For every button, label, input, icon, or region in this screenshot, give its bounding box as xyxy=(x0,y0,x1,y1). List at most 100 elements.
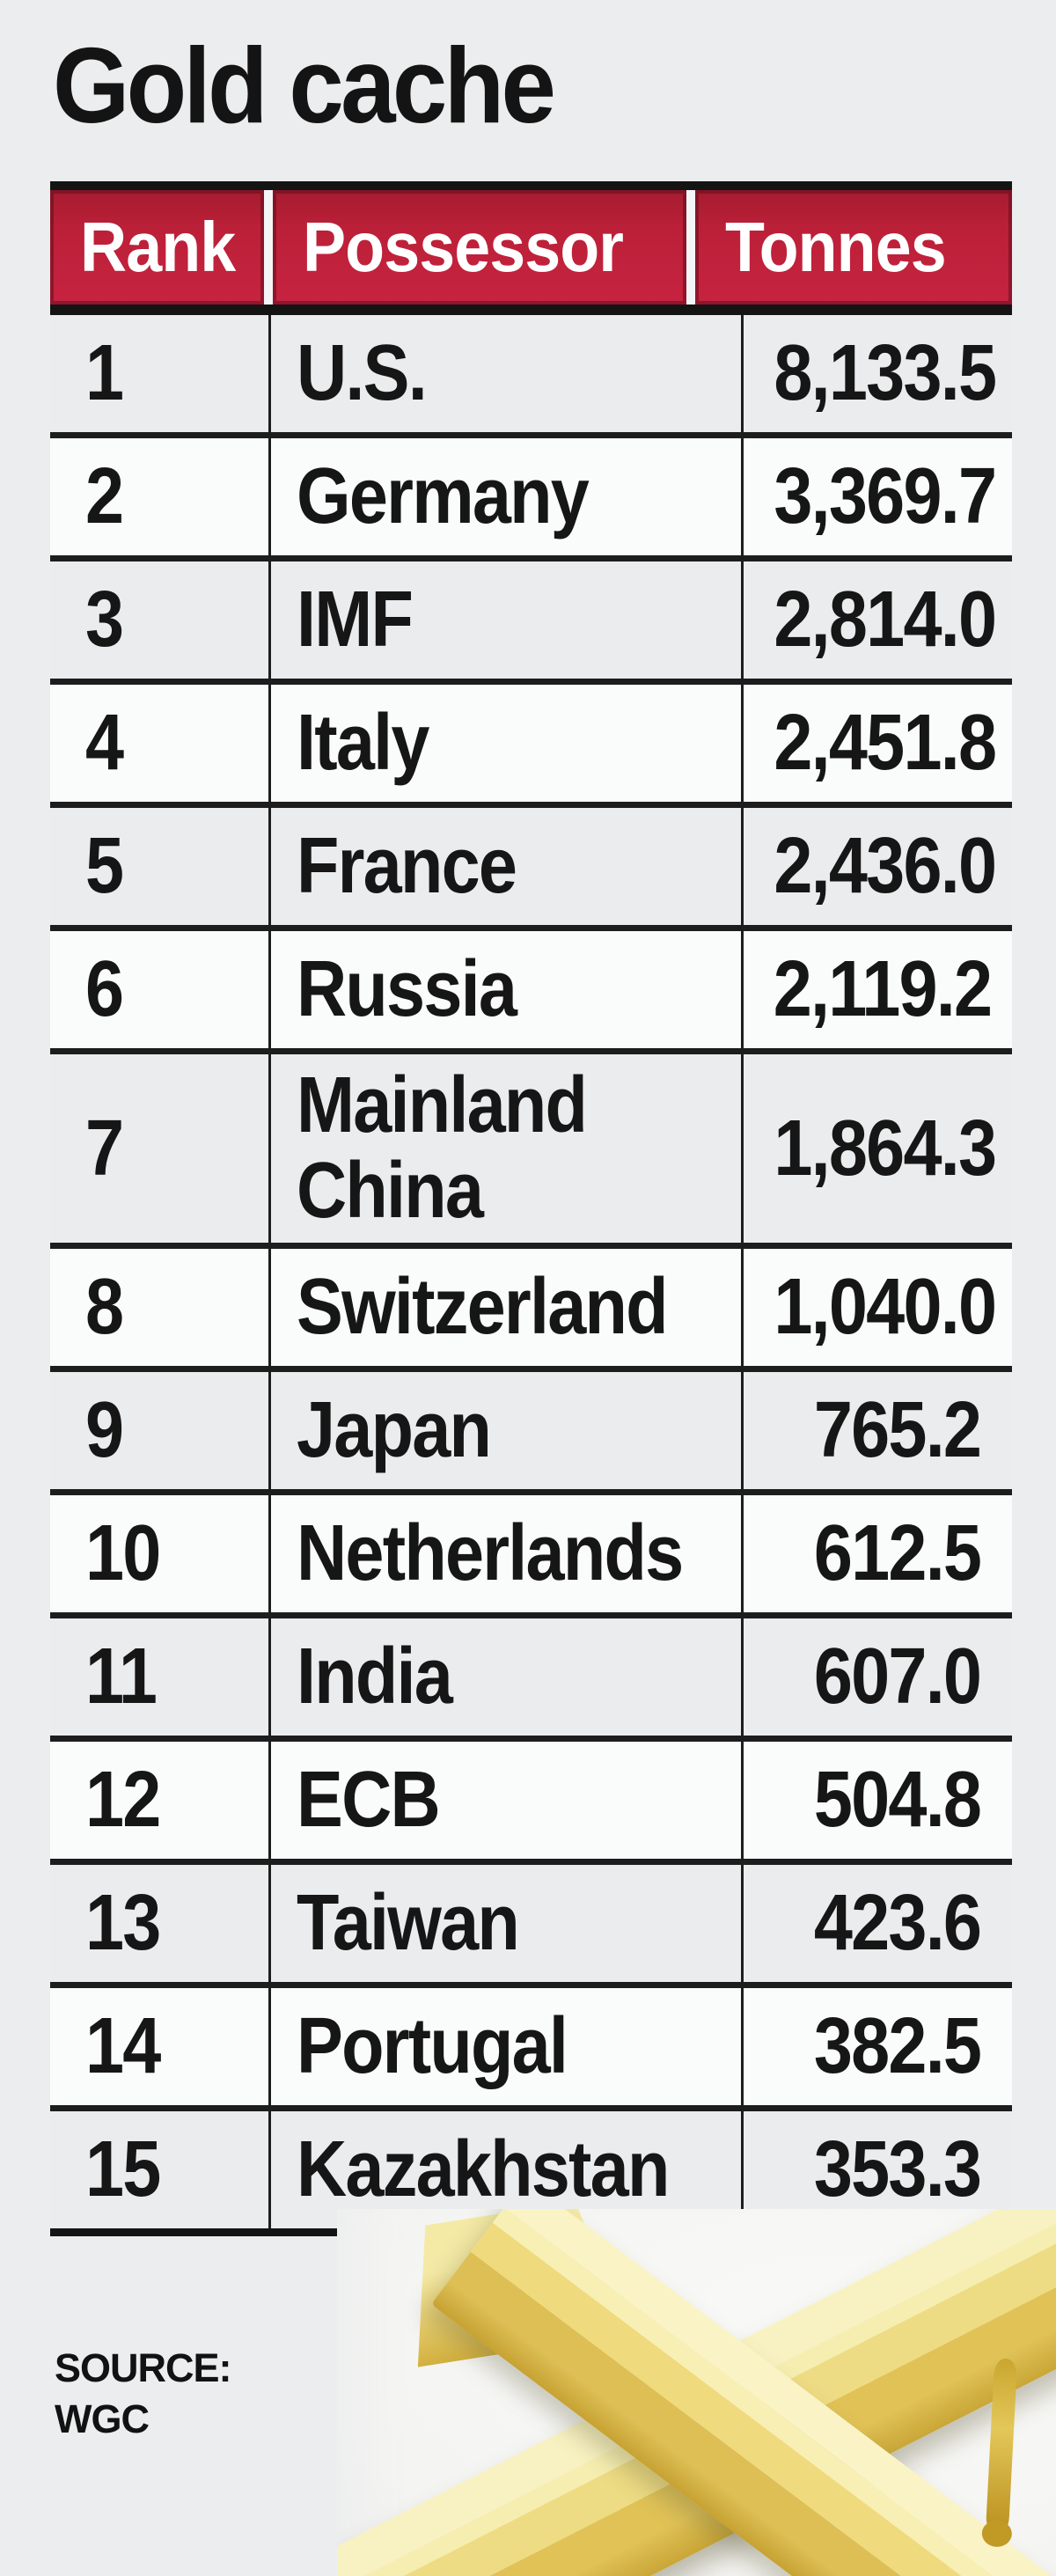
table-row: 2 Germany 3,369.7 xyxy=(50,438,1012,561)
possessor-value: Mainland China xyxy=(297,1061,588,1236)
rank-cell: 3 xyxy=(50,561,268,679)
table-row: 9 Japan 765.2 xyxy=(50,1372,1012,1496)
possessor-cell: Netherlands xyxy=(268,1495,741,1613)
tonnes-value: 607.0 xyxy=(813,1633,982,1721)
tonnes-value: 423.6 xyxy=(813,1879,982,1968)
rank-value: 5 xyxy=(85,822,124,910)
table-body: 1 U.S. 8,133.5 2 Germany 3,369.7 3 IMF 2… xyxy=(50,315,1012,2237)
possessor-cell: Japan xyxy=(268,1372,741,1490)
possessor-value: India xyxy=(297,1633,453,1721)
column-header-rank: Rank xyxy=(50,190,264,305)
tonnes-value: 1,864.3 xyxy=(774,1104,997,1193)
tonnes-value: 8,133.5 xyxy=(774,329,997,417)
tonnes-cell: 607.0 xyxy=(741,1618,1012,1736)
tonnes-cell: 423.6 xyxy=(741,1865,1012,1983)
tonnes-value: 3,369.7 xyxy=(774,452,997,540)
table-row: 12 ECB 504.8 xyxy=(50,1742,1012,1866)
tonnes-cell: 612.5 xyxy=(741,1495,1012,1613)
possessor-value: France xyxy=(297,821,517,910)
column-header-tonnes: Tonnes xyxy=(695,190,1012,305)
table-row: 8 Switzerland 1,040.0 xyxy=(50,1249,1012,1373)
tonnes-cell: 2,814.0 xyxy=(741,561,1027,679)
possessor-cell: Switzerland xyxy=(268,1249,741,1367)
tonnes-cell: 504.8 xyxy=(741,1742,1012,1860)
tonnes-cell: 2,451.8 xyxy=(741,685,1027,802)
rank-value: 15 xyxy=(85,2125,161,2214)
possessor-value: Switzerland xyxy=(297,1263,668,1352)
table-row: 1 U.S. 8,133.5 xyxy=(50,315,1012,438)
tonnes-cell: 1,040.0 xyxy=(741,1249,1027,1367)
rank-cell: 10 xyxy=(50,1495,268,1612)
table-row: 11 India 607.0 xyxy=(50,1618,1012,1743)
rank-cell: 8 xyxy=(50,1249,268,1366)
rank-cell: 6 xyxy=(50,931,268,1048)
possessor-cell: Germany xyxy=(268,438,741,555)
rank-cell: 7 xyxy=(50,1054,268,1243)
gold-bars-image xyxy=(337,2209,1056,2576)
possessor-value: Russia xyxy=(297,944,517,1033)
rank-cell: 4 xyxy=(50,685,268,802)
possessor-value: Netherlands xyxy=(297,1509,684,1598)
tonnes-cell: 3,369.7 xyxy=(741,438,1027,555)
tonnes-cell: 8,133.5 xyxy=(741,315,1027,432)
source-label: SOURCE: xyxy=(55,2345,232,2390)
possessor-value: Japan xyxy=(297,1386,492,1475)
possessor-value: Taiwan xyxy=(297,1879,520,1968)
tonnes-value: 353.3 xyxy=(813,2125,982,2214)
tonnes-value: 382.5 xyxy=(813,2002,982,2091)
tonnes-value: 2,119.2 xyxy=(773,945,993,1033)
rank-value: 13 xyxy=(85,1879,161,1968)
tonnes-cell: 353.3 xyxy=(741,2111,1012,2229)
rank-value: 1 xyxy=(85,329,124,417)
tonnes-cell: 2,119.2 xyxy=(741,931,1023,1048)
possessor-cell: India xyxy=(268,1618,741,1736)
possessor-cell: Russia xyxy=(268,931,741,1048)
table-row: 7 Mainland China 1,864.3 xyxy=(50,1054,1012,1250)
tonnes-value: 765.2 xyxy=(813,1386,982,1475)
possessor-value: U.S. xyxy=(297,328,428,417)
tonnes-value: 2,451.8 xyxy=(774,699,997,787)
rank-value: 3 xyxy=(85,576,124,664)
source-name: WGC xyxy=(55,2396,150,2441)
tonnes-value: 1,040.0 xyxy=(774,1263,997,1352)
column-header-possessor: Possessor xyxy=(273,190,686,305)
rank-value: 11 xyxy=(85,1633,158,1721)
possessor-value: Italy xyxy=(297,698,429,787)
tonnes-cell: 2,436.0 xyxy=(741,808,1027,925)
possessor-value: IMF xyxy=(297,575,414,664)
rank-value: 9 xyxy=(85,1386,124,1475)
rank-cell: 13 xyxy=(50,1865,268,1982)
possessor-cell: Portugal xyxy=(268,1988,741,2106)
tonnes-value: 2,436.0 xyxy=(774,822,997,910)
rank-value: 2 xyxy=(85,452,124,540)
possessor-cell: U.S. xyxy=(268,315,741,432)
column-header-rank-label: Rank xyxy=(80,208,236,286)
possessor-cell: ECB xyxy=(268,1742,741,1860)
rank-cell: 12 xyxy=(50,1742,268,1859)
column-header-possessor-label: Possessor xyxy=(303,208,624,286)
rank-value: 10 xyxy=(85,1509,161,1598)
rank-value: 7 xyxy=(85,1104,124,1193)
table-header-row: Rank Possessor Tonnes xyxy=(50,181,1012,315)
tonnes-value: 504.8 xyxy=(813,1756,982,1845)
table-row: 14 Portugal 382.5 xyxy=(50,1988,1012,2112)
possessor-value: Germany xyxy=(297,451,590,540)
rank-value: 6 xyxy=(85,945,124,1033)
tonnes-value: 612.5 xyxy=(813,1509,982,1598)
possessor-cell: IMF xyxy=(268,561,741,679)
table-row: 10 Netherlands 612.5 xyxy=(50,1495,1012,1619)
table-row: 5 France 2,436.0 xyxy=(50,808,1012,931)
possessor-value: Portugal xyxy=(297,2002,568,2091)
possessor-cell: France xyxy=(268,808,741,925)
possessor-value: Kazakhstan xyxy=(297,2125,670,2214)
rank-value: 4 xyxy=(85,699,124,787)
rank-cell: 9 xyxy=(50,1372,268,1489)
table-row: 4 Italy 2,451.8 xyxy=(50,685,1012,808)
rank-cell: 2 xyxy=(50,438,268,555)
rank-value: 14 xyxy=(85,2002,161,2091)
rank-cell: 11 xyxy=(50,1618,268,1736)
rank-value: 12 xyxy=(85,1756,161,1845)
possessor-cell: Taiwan xyxy=(268,1865,741,1983)
possessor-cell: Italy xyxy=(268,685,741,802)
